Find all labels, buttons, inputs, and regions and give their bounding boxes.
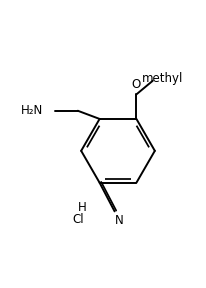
Text: N: N xyxy=(115,214,124,227)
Text: H: H xyxy=(78,201,87,214)
Text: H₂N: H₂N xyxy=(21,104,43,117)
Text: O: O xyxy=(132,78,141,91)
Text: Cl: Cl xyxy=(73,213,84,226)
Text: methyl: methyl xyxy=(142,72,183,85)
